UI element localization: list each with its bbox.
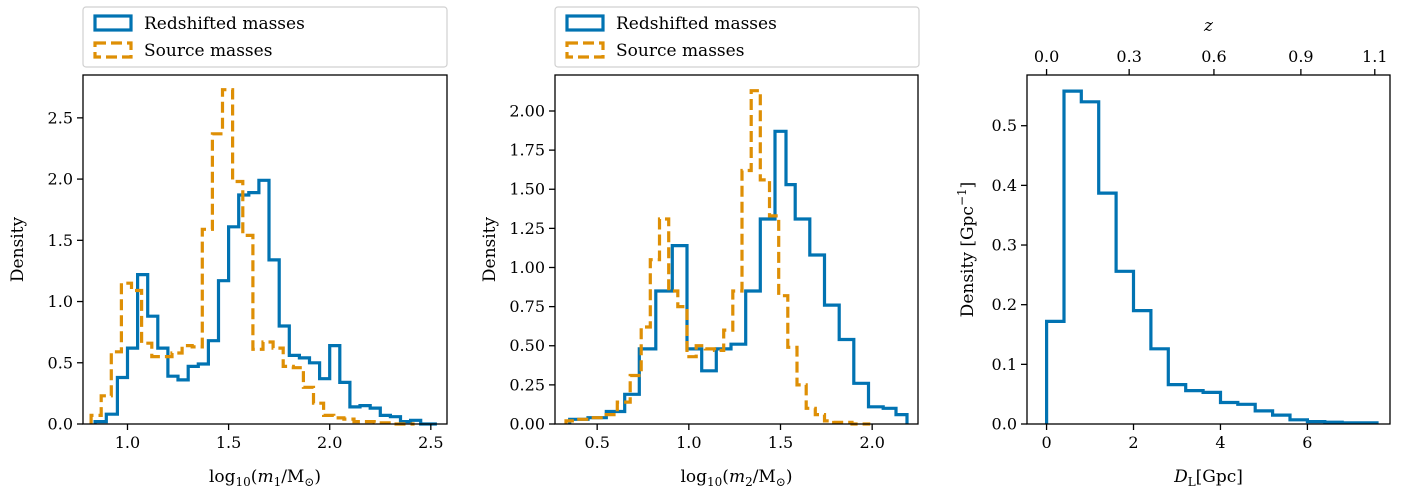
plot-frame [554,74,919,425]
y-axis-label: Density [Gpc−1] [955,182,978,318]
series-source-line [564,89,871,426]
chart-panel-2: 0.5 1.0 1.5 2.0 0.00 0.25 0.50 0.75 1.00 1.25 1.50… [480,6,920,489]
legend-box [82,6,448,68]
y-tick-label: 1.75 [509,141,545,160]
top-axis-label: z [1203,16,1214,36]
x-axis-label: log10(m2/M⊙) [680,467,792,489]
legend-box [554,6,920,68]
legend-swatch-source [565,41,605,59]
y-tick-label: 0.4 [992,176,1017,195]
legend-label: Redshifted masses [144,14,305,34]
x-tick-label: 6 [1302,433,1312,452]
x-tick-label: 1.5 [216,433,241,452]
x-tick-label: 2.0 [317,433,342,452]
y-tick-label: 1.5 [48,231,73,250]
chart-panel-3: 0 2 4 6 0.0 0.1 0.2 0.3 0.4 0.5 DL[Gpc] Density [Gp… [955,16,1391,489]
x-tick-label: 0.5 [584,433,609,452]
top-x-tick-label: 0.0 [1034,47,1059,66]
y-axis-label: Density [480,216,500,282]
x-tick-label: 1.5 [768,433,793,452]
y-tick-label: 0.5 [992,116,1017,135]
x-axis-label: DL[Gpc] [1173,467,1243,489]
x-tick-label: 0 [1041,433,1051,452]
chart-panel-1: 1.0 1.5 2.0 2.5 0.0 0.5 1.0 1.5 2.0 2.5 log10(m1/M… [8,6,448,489]
y-tick-label: 1.0 [48,292,73,311]
top-x-tick-label: 1.1 [1362,47,1387,66]
y-axis-label: Density [8,216,28,282]
top-x-tick-label: 0.3 [1116,47,1141,66]
legend-label: Source masses [616,41,744,61]
plot-frame [82,74,448,425]
x-tick-label: 2.5 [418,433,443,452]
y-tick-label: 0.0 [48,415,73,434]
series-source-line [89,88,415,426]
x-tick-label: 2.0 [859,433,884,452]
y-tick-label: 0.5 [48,353,73,372]
x-tick-label: 1.0 [676,433,701,452]
legend-swatch-redshifted [93,14,133,32]
x-axis-label: log10(m1/M⊙) [209,467,321,489]
y-tick-label: 0.0 [992,415,1017,434]
y-tick-label: 0.75 [509,297,545,316]
series-redshifted-line [1045,89,1379,425]
legend-label: Redshifted masses [616,14,777,34]
y-tick-label: 0.2 [992,295,1017,314]
series-redshifted-line [93,178,437,426]
legend: Redshifted masses Source masses [554,6,920,68]
y-tick-label: 1.25 [509,219,545,238]
y-tick-label: 1.50 [509,180,545,199]
series-redshifted-line [568,129,909,424]
y-tick-label: 2.5 [48,108,73,127]
x-tick-label: 2 [1128,433,1138,452]
legend-label: Source masses [144,41,272,61]
plot-frame [1026,74,1391,425]
x-tick-label: 1.0 [115,433,140,452]
legend: Redshifted masses Source masses [82,6,448,68]
y-tick-label: 0.3 [992,236,1017,255]
legend-swatch-redshifted [565,14,605,32]
y-tick-label: 0.1 [992,355,1017,374]
y-tick-label: 2.0 [48,170,73,189]
y-tick-label: 2.00 [509,101,545,120]
legend-swatch-source [93,41,133,59]
y-tick-label: 0.25 [509,375,545,394]
x-tick-label: 4 [1215,433,1225,452]
top-x-tick-label: 0.9 [1288,47,1313,66]
y-tick-label: 0.00 [509,415,545,434]
y-tick-label: 0.50 [509,336,545,355]
top-x-tick-label: 0.6 [1201,47,1226,66]
y-tick-label: 1.00 [509,258,545,277]
